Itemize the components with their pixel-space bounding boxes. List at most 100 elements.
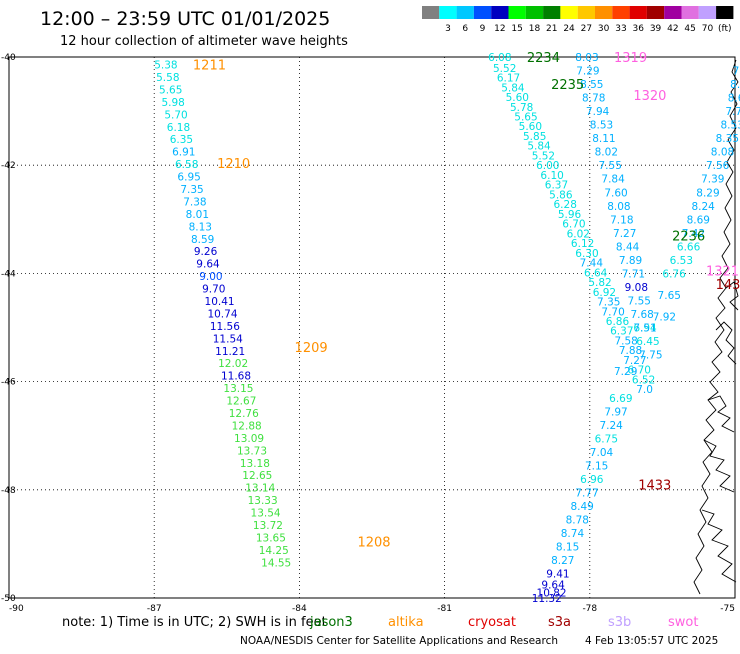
mission-legend: jason3 altika cryosat s3a s3b swot [309,615,698,630]
pass-number-label: 1208 [357,536,390,551]
color-scale-swatch [716,6,734,19]
latitude-label: -40 [1,53,16,63]
wave-height-value: 13.14 [245,483,275,495]
wave-height-value: 5.82 [588,277,611,289]
color-scale-swatch [473,6,492,19]
longitude-labels: -90 -87 -84 -81 -78 -75 [9,604,735,614]
wave-height-value: 8.08 [711,147,734,159]
color-scale-legend: 3 6 9 12 15 18 21 24 27 30 33 36 39 42 45 70 (ft) [422,6,734,34]
color-scale-swatch [698,6,717,19]
longitude-label: -78 [582,604,597,614]
wave-height-value: 7.42 [682,228,705,240]
wave-height-value: 10.74 [207,308,237,320]
wave-height-value: 7.56 [706,160,730,172]
color-scale-label: 6 [462,24,468,34]
wave-height-value: 7.15 [585,460,608,472]
wave-height-value: 7.84 [601,174,625,186]
wave-height-value: 9.41 [546,569,569,581]
wave-height-value: 8.35 [716,133,739,145]
pass-number-label: 1433 [638,478,671,493]
wave-height-value: 7.94 [586,106,610,118]
wave-height-value: 5.60 [519,121,542,133]
wave-height-value: 8.29 [696,187,719,199]
pass-number-label: 2234 [527,51,560,66]
wave-height-value: 7.88 [619,345,642,357]
wave-height-value: 7.55 [628,295,651,307]
wave-height-value: 6.45 [636,336,659,348]
pass-number-label: 1320 [633,89,666,104]
wave-height-value: 9.70 [202,284,225,296]
wave-height-value: 6.64 [584,267,608,279]
wave-height-value: 7.58 [614,335,637,347]
pass-number-label: 1209 [295,341,328,356]
wave-height-value: 6.08 [488,52,511,64]
color-scale-label: 70 [702,24,714,34]
wave-height-value: 7.77 [575,488,598,500]
wave-height-value: 7.71 [622,268,645,280]
wave-height-value: 8.08 [607,201,630,213]
page-subtitle: 12 hour collection of altimeter wave hei… [60,34,348,49]
latitude-label: -50 [1,594,16,604]
wave-height-value: 7.0 [636,384,653,396]
wave-height-value: 8.78 [566,515,589,527]
wave-height-value: 8.27 [551,555,574,567]
wave-height-value: 7.38 [183,196,206,208]
color-scale-label: 18 [529,24,541,34]
wave-height-value: 5.84 [527,141,551,153]
wave-height-value: 13.18 [240,458,270,470]
wave-height-value: 7.27 [623,355,646,367]
wave-height-value: 5.52 [532,150,555,162]
wave-height-value: 7.04 [590,447,614,459]
mission-altika: altika [388,615,424,630]
wave-height-value: 13.65 [256,532,286,544]
wave-height-value: 11.56 [210,321,240,333]
color-scale-swatch [577,6,595,19]
wave-height-value: 6.76 [662,268,686,280]
wave-height-value: 7.75 [639,350,662,362]
longitude-label: -87 [147,604,162,614]
wave-height-value: 13.09 [234,433,264,445]
wave-height-value: 6.02 [567,228,590,240]
wave-height-value: 9.00 [199,271,222,283]
map-gridlines [9,57,735,598]
wave-height-value: 7. [733,66,740,78]
color-scale-swatch [681,6,699,19]
wave-height-value: 5.52 [493,63,516,75]
color-scale-label: 3 [445,24,451,34]
longitude-label: -75 [720,604,735,614]
color-scale-swatch [560,6,578,19]
color-scale-label: 9 [480,24,486,34]
wave-height-value: 7.27 [613,228,636,240]
mission-jason3: jason3 [309,615,353,630]
wave-height-value: 8.53 [590,120,613,132]
wave-height-value: 6.37 [610,326,633,338]
wave-height-value: 6.70 [628,365,651,377]
wave-height-value: 13.33 [248,495,278,507]
color-scale-swatch [456,6,474,19]
coastline-path [701,509,737,583]
map-border [8,56,736,599]
wave-height-value: 7.55 [599,160,622,172]
coastline-path [725,281,739,311]
pass-number-label: 1321 [706,265,739,280]
wave-height-value: 11.54 [213,333,243,345]
color-scale-swatch [612,6,630,19]
wave-height-value: 8.59 [191,234,214,246]
wave-height-value: 6.52 [632,374,655,386]
coastline-path [703,439,735,493]
wave-height-value: 6.91 [172,147,195,159]
mission-cryosat: cryosat [468,615,516,630]
color-scale-swatch [646,6,665,19]
color-scale-label: 45 [684,24,695,34]
color-scale-swatch [543,6,561,19]
color-scale-swatch [664,6,682,19]
coastline [693,59,739,595]
wave-height-value: 5.78 [510,102,533,114]
wave-height-value: 13.15 [223,383,253,395]
wave-height-value: 7.89 [619,255,642,267]
wave-height-value: 7.35 [180,184,203,196]
wave-height-value: 7.70 [601,306,624,318]
longitude-label: -84 [292,604,307,614]
wave-height-value: 5.98 [161,97,184,109]
wave-height-value: 7.51 [633,323,656,335]
